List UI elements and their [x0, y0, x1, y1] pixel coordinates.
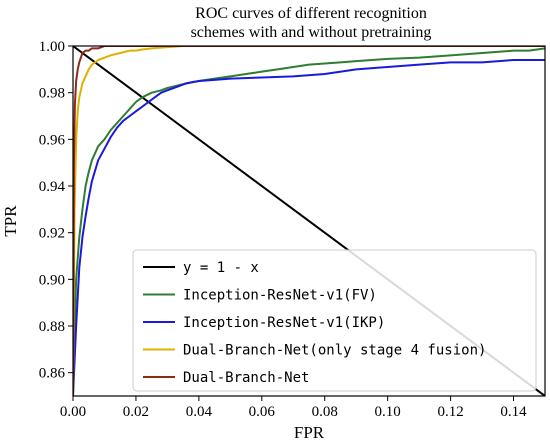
legend-label-2: Inception-ResNet-v1(FV): [183, 288, 377, 304]
x-tick-label: 0.12: [437, 404, 463, 420]
x-tick-label: 0.04: [186, 404, 213, 420]
chart-title-line-1: ROC curves of different recognition: [195, 5, 427, 22]
legend-label-1: y = 1 - x: [183, 260, 259, 276]
y-axis-label: TPR: [1, 205, 20, 237]
x-tick-label: 0.06: [249, 404, 276, 420]
x-tick-label: 0.14: [500, 404, 527, 420]
x-tick-label: 0.08: [312, 404, 338, 420]
y-tick-label: 0.90: [39, 272, 65, 288]
y-tick-label: 0.92: [39, 226, 65, 242]
x-tick-label: 0.00: [60, 404, 86, 420]
y-tick-label: 0.98: [39, 86, 65, 102]
x-axis-label: FPR: [294, 423, 325, 442]
series-line-5: [73, 46, 545, 396]
y-tick-label: 1.00: [39, 39, 65, 55]
x-axis-ticks: 0.00 0.02 0.04 0.06 0.08 0.10 0.12 0.14: [60, 396, 527, 420]
y-axis-ticks: 0.86 0.88 0.90 0.92 0.94 0.96 0.98 1.00: [39, 39, 73, 382]
x-tick-label: 0.10: [375, 404, 401, 420]
x-tick-label: 0.02: [123, 404, 149, 420]
y-tick-label: 0.96: [39, 132, 66, 148]
y-tick-label: 0.88: [39, 319, 65, 335]
legend-box: [132, 249, 537, 392]
series-line-3: [73, 59, 545, 396]
plot-frame: [72, 45, 546, 397]
legend-label-5: Dual-Branch-Net: [183, 370, 309, 386]
legend: y = 1 - x Inception-ResNet-v1(FV) Inceptio…: [132, 249, 537, 392]
chart-title-line-2: schemes with and without pretraining: [191, 24, 432, 41]
y-tick-label: 0.86: [39, 366, 66, 382]
y-tick-label: 0.94: [39, 179, 66, 195]
legend-label-4: Dual-Branch-Net(only stage 4 fusion): [183, 343, 486, 359]
legend-label-3: Inception-ResNet-v1(IKP): [183, 315, 385, 331]
